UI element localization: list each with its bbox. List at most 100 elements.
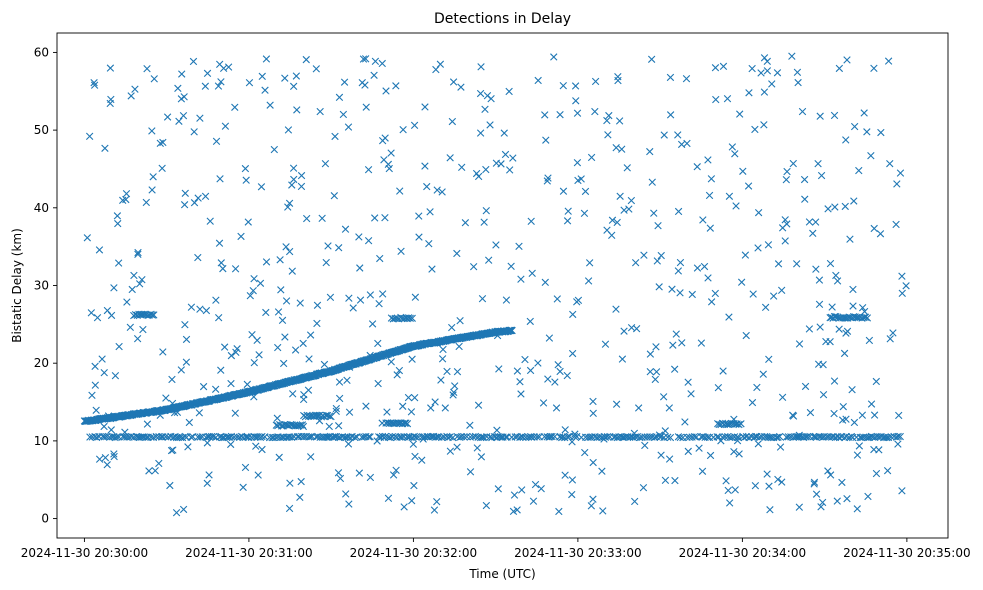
detection-point	[85, 132, 94, 140]
detection-point	[608, 216, 617, 224]
detection-point	[651, 375, 659, 384]
detection-point	[244, 218, 252, 226]
detection-point	[181, 320, 189, 329]
detection-point	[400, 503, 408, 511]
detection-point	[754, 208, 763, 217]
detection-point	[678, 339, 686, 347]
detection-point	[800, 175, 809, 184]
detection-point	[432, 65, 440, 74]
detection-point	[705, 191, 714, 200]
detection-point	[516, 378, 524, 386]
detection-point	[374, 379, 382, 388]
detection-point	[216, 175, 224, 183]
detection-point	[169, 446, 177, 454]
detection-point	[533, 433, 541, 441]
detection-point	[850, 197, 858, 205]
detection-point	[221, 122, 230, 130]
detection-point	[273, 414, 281, 422]
detection-point	[237, 232, 245, 241]
detection-point	[513, 367, 522, 375]
detection-point	[492, 159, 501, 167]
detection-point	[399, 125, 407, 134]
detection-point	[581, 187, 590, 196]
detection-point	[792, 260, 801, 268]
detection-point	[195, 409, 204, 417]
detection-point	[765, 355, 773, 364]
detection-point	[296, 493, 304, 502]
detection-point	[312, 65, 320, 73]
detection-point	[443, 367, 451, 376]
detection-point	[754, 440, 763, 448]
detection-point	[289, 390, 297, 398]
detection-point	[281, 333, 289, 341]
detection-point	[162, 394, 170, 402]
detection-point	[744, 182, 753, 190]
detection-point	[516, 433, 524, 441]
detection-point	[759, 370, 767, 378]
detection-point	[332, 407, 340, 415]
detection-point	[886, 159, 894, 168]
detection-point	[733, 437, 742, 445]
detection-point	[666, 111, 675, 119]
detection-point	[748, 64, 756, 73]
detection-point	[242, 176, 250, 184]
detection-point	[220, 343, 229, 351]
detection-point	[345, 408, 354, 416]
detection-point	[362, 103, 370, 111]
detection-point	[469, 262, 478, 271]
detection-point	[127, 92, 135, 100]
detection-point	[534, 76, 542, 85]
detection-point	[883, 467, 892, 475]
detection-point	[589, 495, 597, 503]
detection-point	[835, 64, 844, 73]
detection-point	[143, 420, 152, 428]
detection-point	[375, 300, 383, 308]
detection-point	[219, 264, 227, 273]
detection-point	[898, 289, 906, 298]
detection-point	[409, 440, 418, 448]
detection-point	[446, 433, 454, 441]
detection-point	[254, 471, 262, 479]
detection-point	[838, 416, 847, 424]
detection-point	[305, 355, 313, 363]
detection-point	[139, 325, 147, 334]
detection-point	[830, 377, 839, 385]
detection-point	[526, 317, 534, 326]
detection-point	[810, 478, 819, 486]
detection-point	[774, 260, 783, 268]
detection-point	[289, 82, 298, 91]
detection-point	[159, 433, 167, 441]
detection-point	[902, 282, 910, 290]
detection-point	[227, 440, 235, 449]
detection-point	[703, 433, 712, 441]
detection-point	[700, 262, 709, 271]
detection-point	[737, 278, 746, 286]
detection-point	[739, 167, 747, 175]
detection-point	[742, 331, 750, 340]
detection-point	[384, 494, 393, 502]
detection-point	[289, 164, 298, 172]
detection-point	[599, 507, 607, 515]
detection-point	[166, 481, 174, 490]
detection-point	[625, 205, 633, 213]
detection-point	[458, 163, 466, 172]
detection-point	[754, 244, 762, 252]
detection-point	[415, 233, 423, 241]
detection-point	[284, 126, 293, 134]
detection-point	[433, 497, 441, 506]
detection-point	[151, 466, 159, 475]
detection-point	[568, 476, 577, 484]
detection-point	[830, 111, 839, 120]
detection-point	[669, 341, 677, 349]
detection-point	[231, 103, 239, 111]
detection-point	[102, 433, 111, 441]
detection-point	[335, 378, 344, 386]
detection-point	[315, 417, 324, 425]
detection-point	[551, 378, 559, 386]
detection-point	[528, 269, 536, 277]
detection-point	[778, 478, 786, 486]
detection-point	[766, 506, 774, 514]
detection-point	[410, 481, 418, 490]
detection-point	[736, 110, 744, 118]
detection-point	[652, 343, 660, 351]
